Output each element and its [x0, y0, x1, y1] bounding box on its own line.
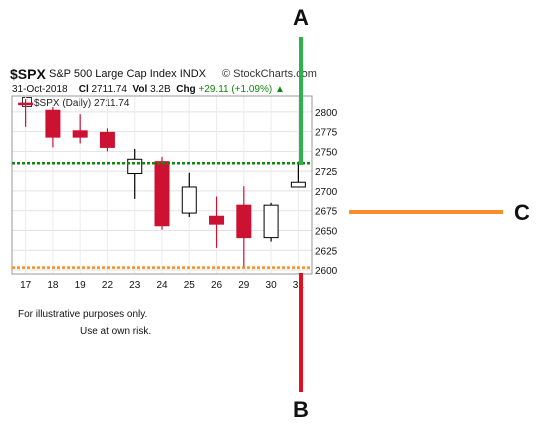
x-tick-label: 26: [211, 280, 223, 291]
candle-body: [127, 158, 143, 175]
close-label: Cl: [78, 84, 89, 95]
legend-text: $SPX (Daily) 2711.74: [34, 98, 130, 109]
annotation-a: A: [293, 5, 309, 30]
y-tick-label: 2800: [315, 108, 338, 119]
candles-group: [18, 99, 306, 268]
x-tick-label: 30: [266, 280, 278, 291]
y-tick-label: 2775: [315, 128, 338, 139]
y-tick-label: 2675: [315, 207, 338, 218]
levels-group: [12, 161, 312, 269]
close-value: 2711.74: [91, 84, 127, 95]
exchange-code: INDX: [179, 68, 206, 80]
change-value: +29.11 (+1.09%): [198, 84, 273, 95]
x-tick-label: 29: [238, 280, 250, 291]
plot-frame: [11, 95, 313, 275]
x-tick-label: 25: [184, 280, 196, 291]
candle-body: [18, 102, 34, 106]
candle-body: [290, 181, 306, 188]
annotation-c: C: [514, 200, 530, 225]
y-tick-label: 2700: [315, 187, 338, 198]
series-legend: $SPX (Daily) 2711.74: [22, 97, 129, 109]
chart-symbol: $SPX: [10, 66, 46, 82]
candle-body: [236, 204, 252, 239]
volume-label: Vol: [132, 84, 148, 95]
candle-body: [209, 215, 225, 225]
y-axis: 2600 2625 2650 2675 2700 2725 2750 2775 2800: [315, 108, 338, 277]
candle-body: [154, 161, 170, 227]
legend-candle-icon: [22, 97, 32, 107]
change-up-icon: ▲: [275, 84, 285, 95]
disclaimer-line-2: Use at own risk.: [80, 326, 152, 337]
candle-body: [72, 130, 88, 138]
y-tick-label: 2725: [315, 167, 338, 178]
y-tick-label: 2650: [315, 226, 338, 237]
annotation-b: B: [293, 397, 309, 422]
index-name: S&P 500 Large Cap Index: [49, 68, 177, 80]
disclaimer-line-1: For illustrative purposes only.: [18, 309, 148, 320]
x-axis: 17 18 19 22 23 24 25 26 29 30 31: [20, 280, 304, 291]
x-tick-label: 19: [75, 280, 87, 291]
volume-value: 3.2B: [150, 84, 171, 95]
y-tick-label: 2750: [315, 147, 338, 158]
candle-body: [99, 131, 115, 148]
x-tick-label: 31: [293, 280, 305, 291]
change-label: Chg: [176, 84, 196, 95]
quote-info-row: 31-Oct-2018 Cl 2711.74 Vol 3.2B Chg +29.…: [12, 84, 285, 95]
candle-body: [181, 186, 197, 214]
x-tick-label: 23: [129, 280, 141, 291]
x-tick-label: 17: [20, 280, 32, 291]
source-credit: © StockCharts.com: [222, 68, 317, 80]
x-tick-label: 18: [47, 280, 59, 291]
candle-body: [263, 204, 279, 239]
quote-date: 31-Oct-2018: [12, 84, 68, 95]
x-tick-label: 22: [102, 280, 114, 291]
candle-body: [45, 109, 61, 138]
y-tick-label: 2625: [315, 246, 338, 257]
chart-index-name: S&P 500 Large Cap Index INDX: [49, 68, 206, 80]
x-tick-label: 24: [156, 280, 168, 291]
y-tick-label: 2600: [315, 266, 338, 277]
